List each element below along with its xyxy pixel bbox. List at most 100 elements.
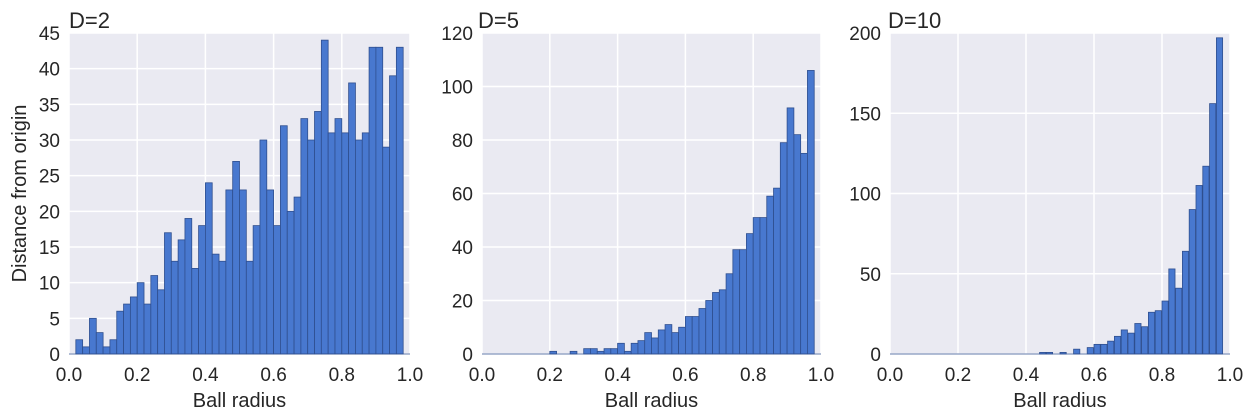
- bars: [890, 37, 1230, 355]
- y-tick-label: 20: [452, 292, 473, 313]
- histogram-bar: [1086, 347, 1094, 355]
- histogram-bar: [590, 348, 598, 355]
- x-tick-labels: 0.0 0.2 0.4 0.6 0.8 1.0: [56, 365, 423, 386]
- subplot-d10: 0.0 0.2 0.4 0.6 0.8 1.0 0 50 100 150 200 D=10 Bal…: [849, 8, 1243, 412]
- histogram-bar: [630, 342, 639, 355]
- histogram-bar: [759, 217, 768, 355]
- x-tick-label: 0.8: [740, 365, 766, 386]
- histogram-bar: [1188, 209, 1196, 355]
- subplot-title: D=2: [69, 8, 110, 33]
- subplot-title: D=10: [888, 8, 941, 33]
- y-tick-label: 5: [49, 309, 60, 330]
- x-tick-label: 0.2: [945, 365, 971, 386]
- histogram-bar: [1107, 340, 1115, 355]
- x-tick-label: 0.6: [672, 365, 698, 386]
- histogram-bar: [341, 132, 350, 355]
- histogram-bar: [204, 182, 213, 355]
- histogram-bar: [123, 303, 131, 355]
- y-tick-label: 200: [849, 24, 881, 45]
- histogram-bar: [1195, 185, 1203, 355]
- histogram-bar: [252, 225, 261, 355]
- histogram-bar: [793, 134, 802, 355]
- histogram-bar: [102, 346, 111, 355]
- x-tick-label: 0.6: [1081, 365, 1107, 386]
- y-tick-labels: 0 50 100 150 200: [849, 24, 881, 366]
- histogram-bar: [348, 82, 356, 355]
- histogram-bar: [218, 260, 227, 355]
- histogram-bar: [1182, 250, 1190, 355]
- x-tick-label: 0.2: [537, 365, 563, 386]
- histogram-bar: [1175, 287, 1183, 355]
- histogram-bar: [644, 332, 652, 355]
- y-tick-labels: 0 5 10 15 20 25 30 35 40 45: [39, 24, 60, 366]
- histogram-bar: [773, 187, 781, 355]
- subplot-d5: 0.0 0.2 0.4 0.6 0.8 1.0 0 20 40 60 80 100 120 D=5 B…: [441, 8, 834, 412]
- histogram-bar: [617, 342, 625, 355]
- histogram-bar: [651, 337, 659, 355]
- histogram-bar: [732, 249, 741, 355]
- x-axis-label: Ball radius: [193, 390, 286, 412]
- bars: [482, 70, 821, 355]
- histogram-bar: [382, 146, 390, 355]
- histogram-bar: [245, 260, 254, 355]
- histogram-bar: [170, 260, 179, 355]
- histogram-bar: [334, 118, 343, 355]
- histogram-bar: [177, 239, 186, 355]
- histogram-bar: [766, 195, 774, 355]
- histogram-bar: [1202, 165, 1210, 355]
- y-axis-label: Distance from origin: [9, 105, 31, 283]
- x-tick-label: 0.2: [124, 365, 150, 386]
- histogram-bar: [549, 350, 557, 355]
- y-tick-label: 120: [441, 24, 473, 45]
- histogram-bar: [671, 332, 680, 355]
- histogram-bar: [164, 232, 172, 355]
- x-axis-label: Ball radius: [605, 390, 698, 412]
- histogram-bar: [280, 125, 288, 355]
- histogram-bar: [375, 46, 384, 355]
- x-tick-label: 0.4: [1013, 365, 1040, 386]
- histogram-bar: [1134, 323, 1142, 355]
- x-tick-label: 0.8: [1149, 365, 1175, 386]
- y-tick-label: 35: [39, 95, 60, 116]
- histogram-bar: [232, 160, 240, 355]
- histogram-bar: [596, 350, 605, 355]
- histogram-bar: [129, 296, 138, 355]
- histogram-bar: [623, 350, 632, 355]
- histogram-bar: [389, 75, 397, 355]
- histogram-bar: [211, 253, 220, 355]
- y-tick-label: 150: [849, 104, 881, 125]
- histogram-bar: [259, 139, 268, 355]
- histogram-bar: [109, 339, 118, 355]
- histogram-bar: [198, 225, 206, 355]
- histogram-bar: [95, 332, 104, 355]
- histogram-bar: [779, 142, 788, 355]
- x-tick-label: 0.8: [329, 365, 355, 386]
- histogram-bar: [718, 289, 727, 355]
- histogram-bar: [314, 111, 322, 355]
- x-tick-label: 0.4: [604, 365, 631, 386]
- histogram-bar: [705, 300, 713, 355]
- histogram-bar: [89, 317, 97, 355]
- histogram-bar: [307, 139, 315, 355]
- histogram-bar: [355, 139, 363, 355]
- histogram-bar: [1141, 326, 1149, 355]
- histogram-bar: [1120, 329, 1128, 355]
- histogram-bar: [752, 217, 761, 355]
- histogram-bar: [1127, 332, 1135, 355]
- histogram-bar: [685, 316, 693, 355]
- histogram-bar: [725, 273, 734, 355]
- histogram-bar: [1073, 348, 1081, 355]
- histogram-bar: [368, 46, 377, 355]
- histogram-bar: [1148, 311, 1156, 355]
- y-tick-label: 100: [849, 185, 881, 206]
- histogram-bar: [746, 233, 754, 355]
- y-tick-label: 80: [452, 131, 473, 152]
- histogram-bar: [1161, 300, 1169, 355]
- x-tick-label: 0.0: [877, 365, 903, 386]
- histogram-bar: [583, 348, 591, 355]
- histogram-bar: [143, 303, 152, 355]
- bars: [69, 39, 410, 355]
- histogram-bar: [225, 189, 234, 355]
- y-tick-label: 50: [860, 265, 881, 286]
